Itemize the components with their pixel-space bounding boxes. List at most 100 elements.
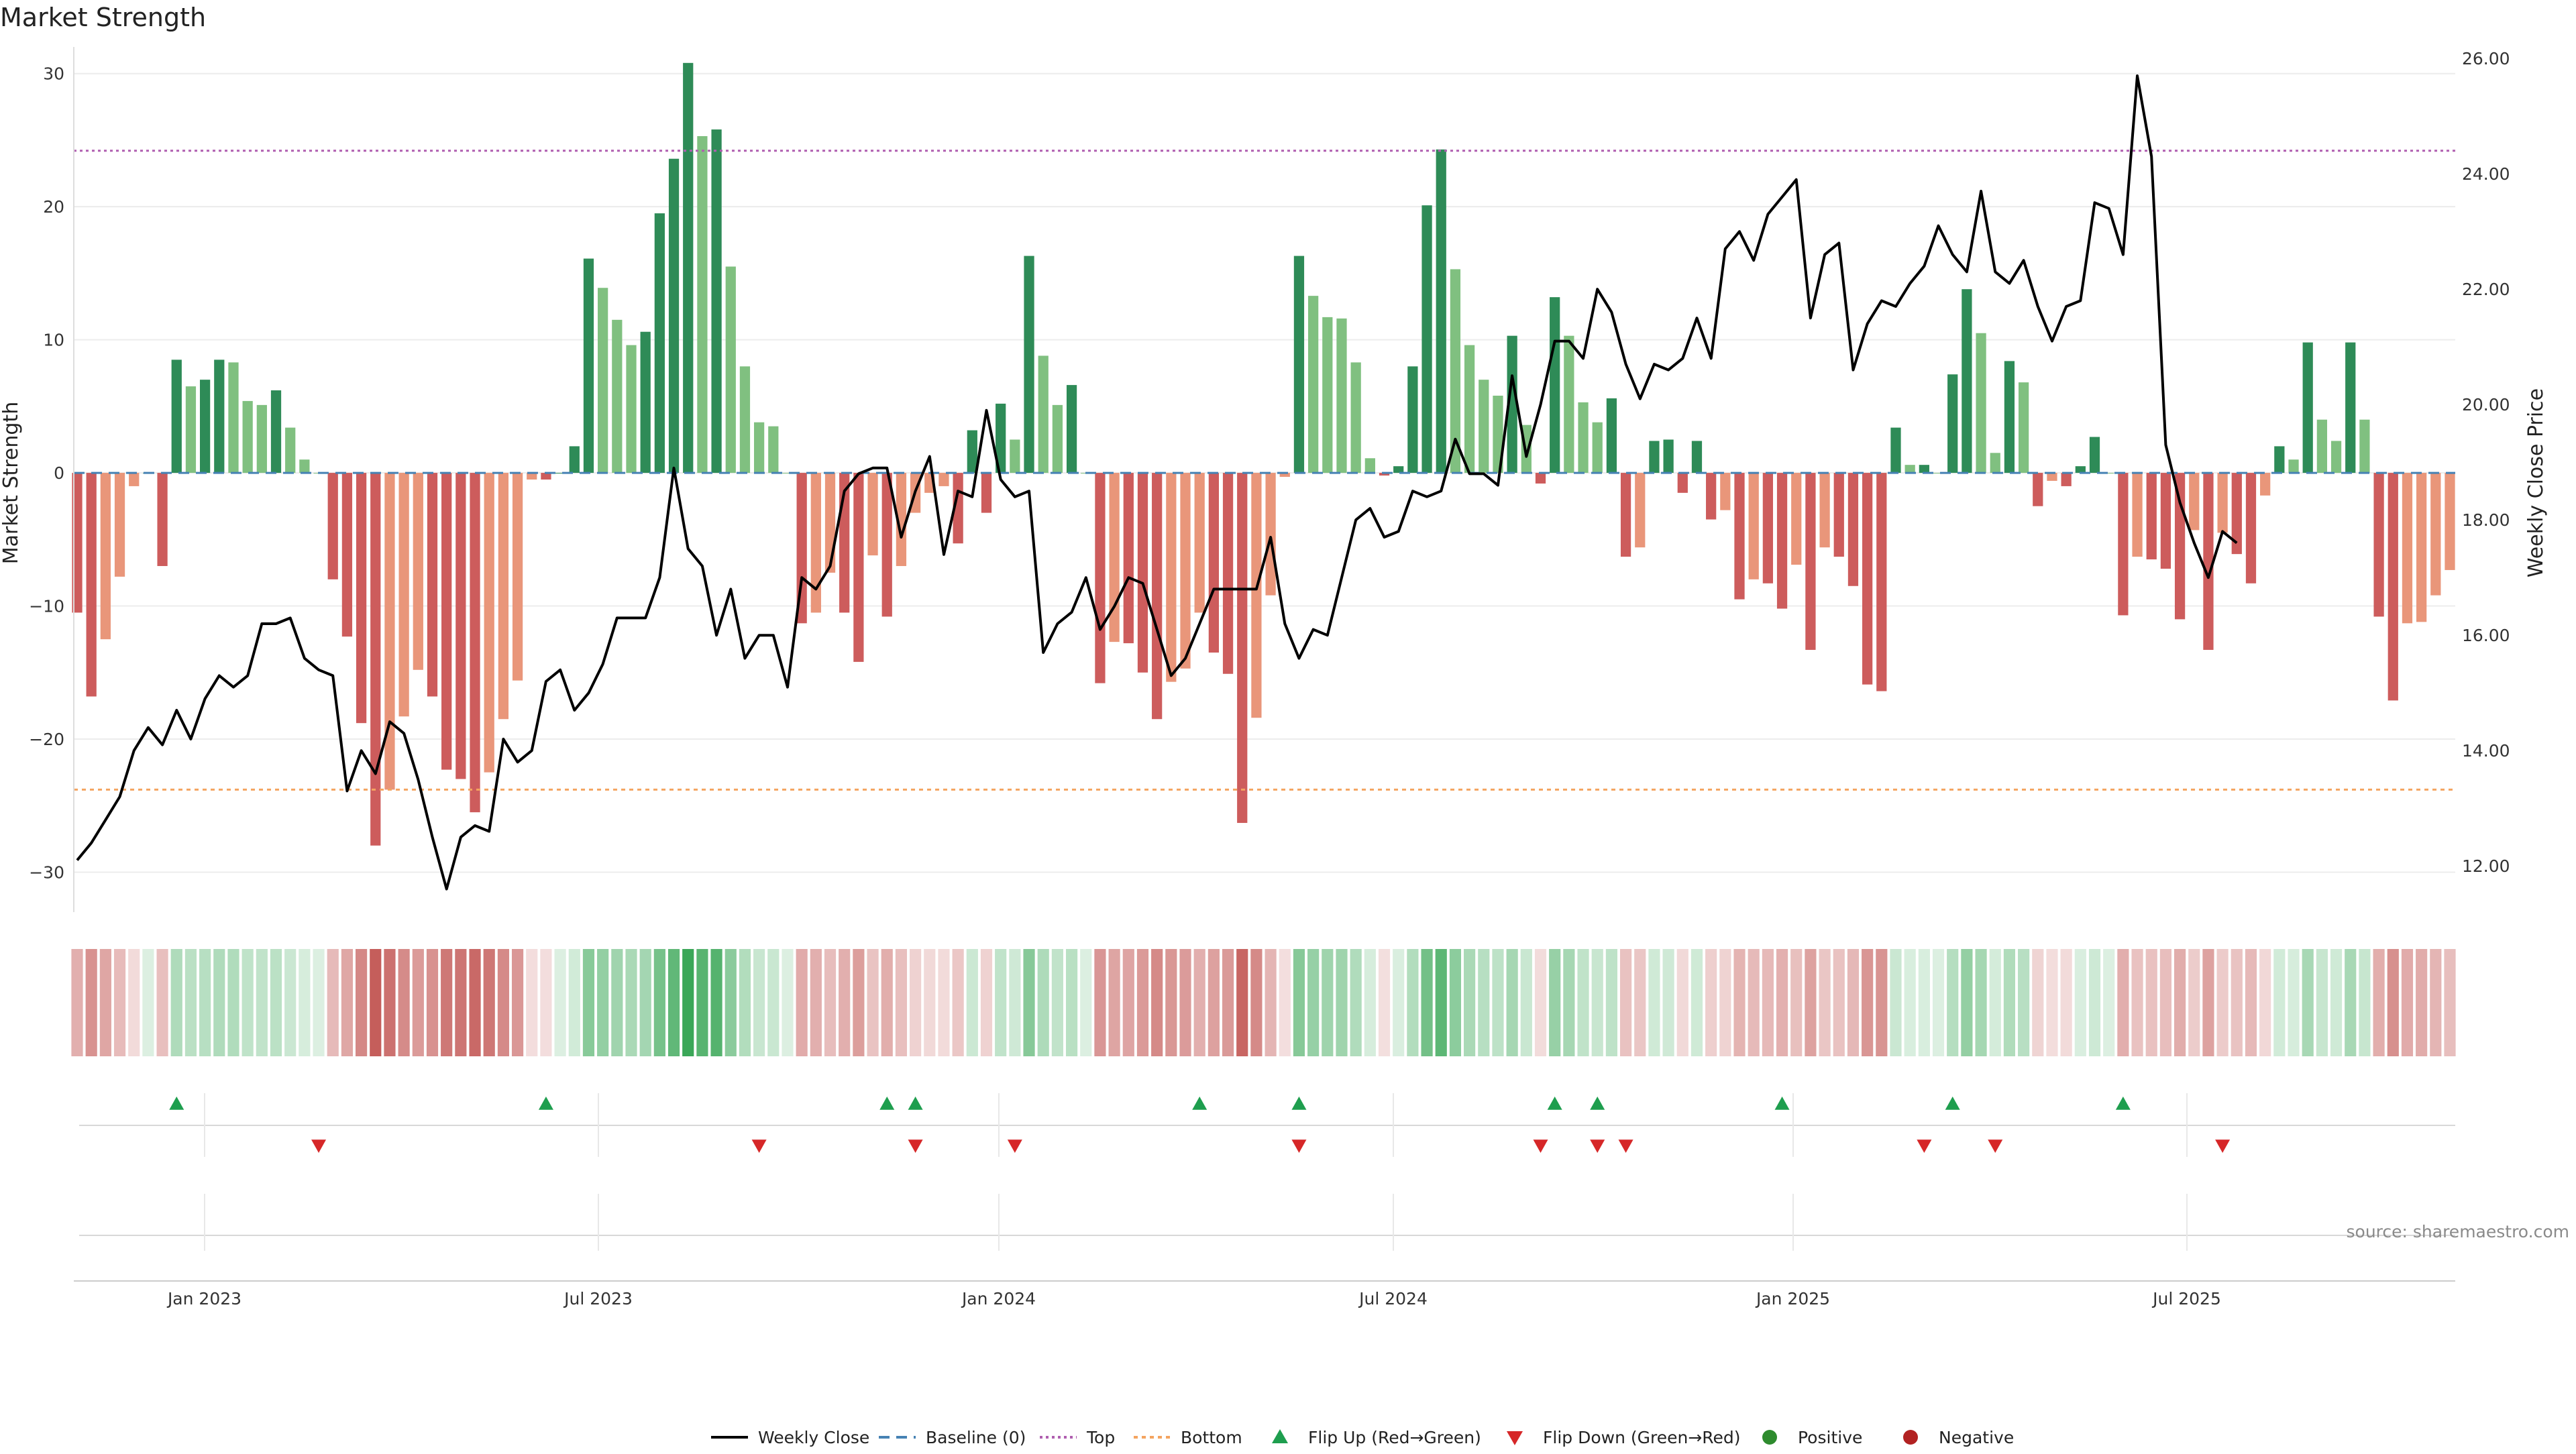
heat-cell — [1605, 949, 1617, 1056]
strength-bar — [867, 473, 878, 556]
y-tick-label: 10 — [43, 331, 64, 350]
heat-cell — [1250, 949, 1263, 1056]
strength-bar — [1550, 297, 1560, 473]
heat-cell — [2046, 949, 2058, 1056]
heat-cell — [1634, 949, 1646, 1056]
heat-cell — [753, 949, 765, 1056]
strength-bar — [1919, 465, 1929, 473]
y-tick-label: 0 — [54, 463, 64, 483]
heat-cell — [568, 949, 580, 1056]
heat-cell — [1833, 949, 1845, 1056]
strength-bar — [1791, 473, 1802, 565]
heat-cell — [810, 949, 822, 1056]
heat-cell — [412, 949, 424, 1056]
x-tick-label: Jan 2025 — [1755, 1289, 1830, 1308]
heat-cell — [1293, 949, 1305, 1056]
strength-bar — [768, 426, 779, 473]
flip-up-marker — [1192, 1097, 1208, 1110]
strength-bar — [1606, 398, 1617, 473]
legend-item: Weekly Close — [711, 1428, 869, 1447]
heat-cell — [1876, 949, 1888, 1056]
strength-bars — [72, 62, 2455, 846]
heat-cell — [696, 949, 708, 1056]
strength-bar — [2174, 473, 2186, 620]
strength-bar — [1038, 355, 1049, 473]
strength-bar — [810, 473, 821, 613]
heat-cell — [682, 949, 694, 1056]
x-tick-label: Jul 2025 — [2151, 1289, 2221, 1308]
heat-cell — [199, 949, 211, 1056]
heat-cell — [1136, 949, 1149, 1056]
strength-bar — [1833, 473, 1844, 557]
heat-cell — [1336, 949, 1348, 1056]
heat-cell — [1307, 949, 1320, 1056]
heat-cell — [910, 949, 922, 1056]
heat-cell — [1890, 949, 1902, 1056]
strength-bar — [1805, 473, 1816, 651]
heat-cell — [1393, 949, 1405, 1056]
strength-bar — [1308, 296, 1319, 473]
legend-item: Flip Up (Red→Green) — [1272, 1428, 1481, 1447]
strength-bar — [2373, 473, 2384, 617]
strength-bar — [1194, 473, 1205, 613]
heat-cell — [1364, 949, 1376, 1056]
strength-bar — [100, 473, 111, 640]
heat-cell — [1805, 949, 1817, 1056]
heat-cell — [2188, 949, 2200, 1056]
flip-up-marker — [2115, 1097, 2131, 1110]
heat-cell — [639, 949, 651, 1056]
heat-cell — [398, 949, 410, 1056]
heat-cell — [995, 949, 1007, 1056]
flip-up-marker — [908, 1097, 923, 1110]
strength-bar — [1748, 473, 1759, 579]
flip-up-marker — [879, 1097, 895, 1110]
flip-down-marker — [1291, 1139, 1307, 1153]
strength-bar — [668, 158, 680, 473]
heat-cell — [299, 949, 311, 1056]
strength-bar — [1152, 473, 1163, 720]
heat-cell — [867, 949, 879, 1056]
strength-bar — [384, 473, 395, 790]
strength-bar — [2345, 342, 2356, 473]
heat-cell — [142, 949, 154, 1056]
heat-cell — [1776, 949, 1788, 1056]
heat-cell — [1464, 949, 1476, 1056]
heat-cell — [2288, 949, 2300, 1056]
strength-bar — [2274, 446, 2285, 473]
strength-bar — [583, 258, 594, 473]
strength-bar — [2288, 459, 2299, 473]
heat-cell — [1193, 949, 1205, 1056]
heat-cell — [1690, 949, 1703, 1056]
strength-bar — [2146, 473, 2157, 560]
strength-bar — [1479, 380, 1489, 473]
heat-cell — [895, 949, 908, 1056]
strength-bar — [953, 473, 963, 544]
strength-bar — [341, 473, 353, 637]
heat-cell — [739, 949, 751, 1056]
heat-cell — [767, 949, 780, 1056]
strength-bar — [484, 473, 494, 773]
y-tick-label: 30 — [43, 64, 64, 84]
y-tick-label: −10 — [29, 597, 64, 616]
strength-bar — [612, 319, 623, 473]
strength-bar — [171, 359, 182, 473]
heat-cell — [441, 949, 453, 1056]
heat-cell — [2359, 949, 2371, 1056]
heat-cell — [1350, 949, 1362, 1056]
strength-bar — [2316, 419, 2328, 473]
strength-bar — [527, 473, 537, 480]
heat-cell — [170, 949, 182, 1056]
x-tick-label: Jul 2023 — [563, 1289, 633, 1308]
legend-item: Negative — [1903, 1428, 2014, 1447]
heat-cell — [1577, 949, 1589, 1056]
heat-cell — [128, 949, 140, 1056]
strength-bar — [1379, 473, 1390, 476]
strength-bar — [285, 427, 296, 473]
heat-cell — [796, 949, 808, 1056]
heat-cell — [1748, 949, 1760, 1056]
heat-cell — [1279, 949, 1291, 1056]
heat-cell — [1790, 949, 1803, 1056]
heat-cell — [1122, 949, 1134, 1056]
strength-bar — [2061, 473, 2072, 486]
